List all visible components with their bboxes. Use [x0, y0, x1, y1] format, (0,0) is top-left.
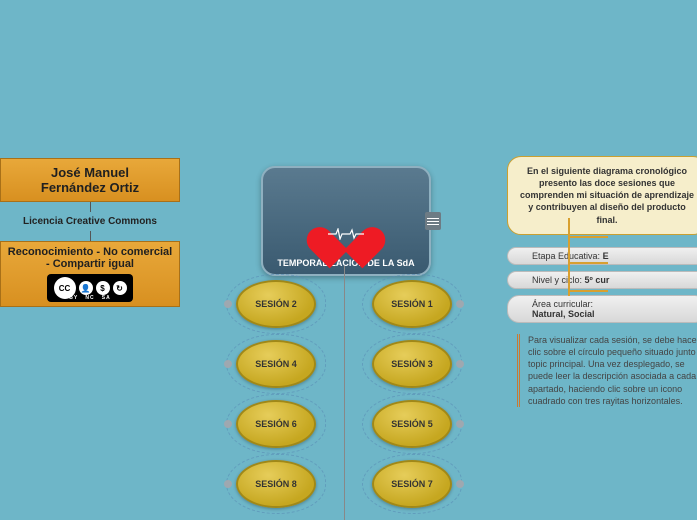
info-panel: En el siguiente diagrama cronológico pre… [507, 156, 697, 329]
expand-dot[interactable] [224, 480, 232, 488]
meta-list: Etapa Educativa: E Nivel y ciclo: 5º cur… [507, 247, 697, 323]
session-node[interactable]: SESIÓN 1 [372, 280, 452, 328]
author-block: José Manuel Fernández Ortiz Licencia Cre… [0, 158, 180, 307]
author-name: José Manuel Fernández Ortiz [41, 165, 139, 195]
central-topic[interactable]: TEMPORALIZACIÓN DE LA SdA [261, 166, 431, 276]
connector [90, 202, 91, 212]
cc-badge-codes: BY NC SA [47, 295, 133, 301]
cc-nc-icon: $ [96, 281, 110, 295]
license-label: Licencia Creative Commons [0, 212, 180, 231]
hint-text: Para visualizar cada sesión, se debe hac… [528, 335, 697, 406]
cc-sa-icon: ↻ [113, 281, 127, 295]
session-node[interactable]: SESIÓN 6 [236, 400, 316, 448]
sessions-tree: SESIÓN 2 SESIÓN 1 SESIÓN 4 SESIÓN 3 SESI… [236, 280, 452, 520]
session-node[interactable]: SESIÓN 2 [236, 280, 316, 328]
info-text: En el siguiente diagrama cronológico pre… [520, 166, 694, 225]
hint-text-block: Para visualizar cada sesión, se debe hac… [517, 334, 697, 407]
session-node[interactable]: SESIÓN 8 [236, 460, 316, 508]
session-row: SESIÓN 4 SESIÓN 3 [236, 340, 452, 388]
cc-badge: CC 👤 $ ↻ BY NC SA [47, 274, 133, 302]
cc-by-icon: 👤 [79, 281, 93, 295]
expand-dot[interactable] [224, 420, 232, 428]
expand-dot[interactable] [456, 480, 464, 488]
session-node[interactable]: SESIÓN 5 [372, 400, 452, 448]
session-node[interactable]: SESIÓN 7 [372, 460, 452, 508]
expand-dot[interactable] [456, 360, 464, 368]
meta-branch-line [568, 262, 608, 264]
expand-dot[interactable] [224, 360, 232, 368]
ecg-icon [328, 228, 364, 240]
mindmap-canvas: José Manuel Fernández Ortiz Licencia Cre… [0, 0, 697, 520]
heart-icon [322, 210, 370, 252]
license-terms: Reconocimiento - No comercial - Comparti… [8, 246, 172, 270]
meta-branch-line [568, 236, 608, 238]
session-row: SESIÓN 2 SESIÓN 1 [236, 280, 452, 328]
meta-branch-line [568, 218, 571, 296]
expand-dot[interactable] [224, 300, 232, 308]
connector [90, 231, 91, 241]
info-bubble[interactable]: En el siguiente diagrama cronológico pre… [507, 156, 697, 235]
meta-pill-nivel[interactable]: Nivel y ciclo: 5º cur [507, 271, 697, 289]
expand-dot[interactable] [456, 420, 464, 428]
central-title: TEMPORALIZACIÓN DE LA SdA [277, 258, 414, 268]
meta-pill-area[interactable]: Área curricular: Natural, Social [507, 295, 697, 323]
meta-branch-line [568, 290, 608, 292]
cc-icons: 👤 $ ↻ [79, 281, 127, 295]
session-node[interactable]: SESIÓN 4 [236, 340, 316, 388]
session-row: SESIÓN 8 SESIÓN 7 [236, 460, 452, 508]
session-row: SESIÓN 6 SESIÓN 5 [236, 400, 452, 448]
notes-icon[interactable] [425, 212, 441, 230]
session-node[interactable]: SESIÓN 3 [372, 340, 452, 388]
license-terms-box[interactable]: Reconocimiento - No comercial - Comparti… [0, 241, 180, 307]
expand-dot[interactable] [456, 300, 464, 308]
author-name-box[interactable]: José Manuel Fernández Ortiz [0, 158, 180, 202]
